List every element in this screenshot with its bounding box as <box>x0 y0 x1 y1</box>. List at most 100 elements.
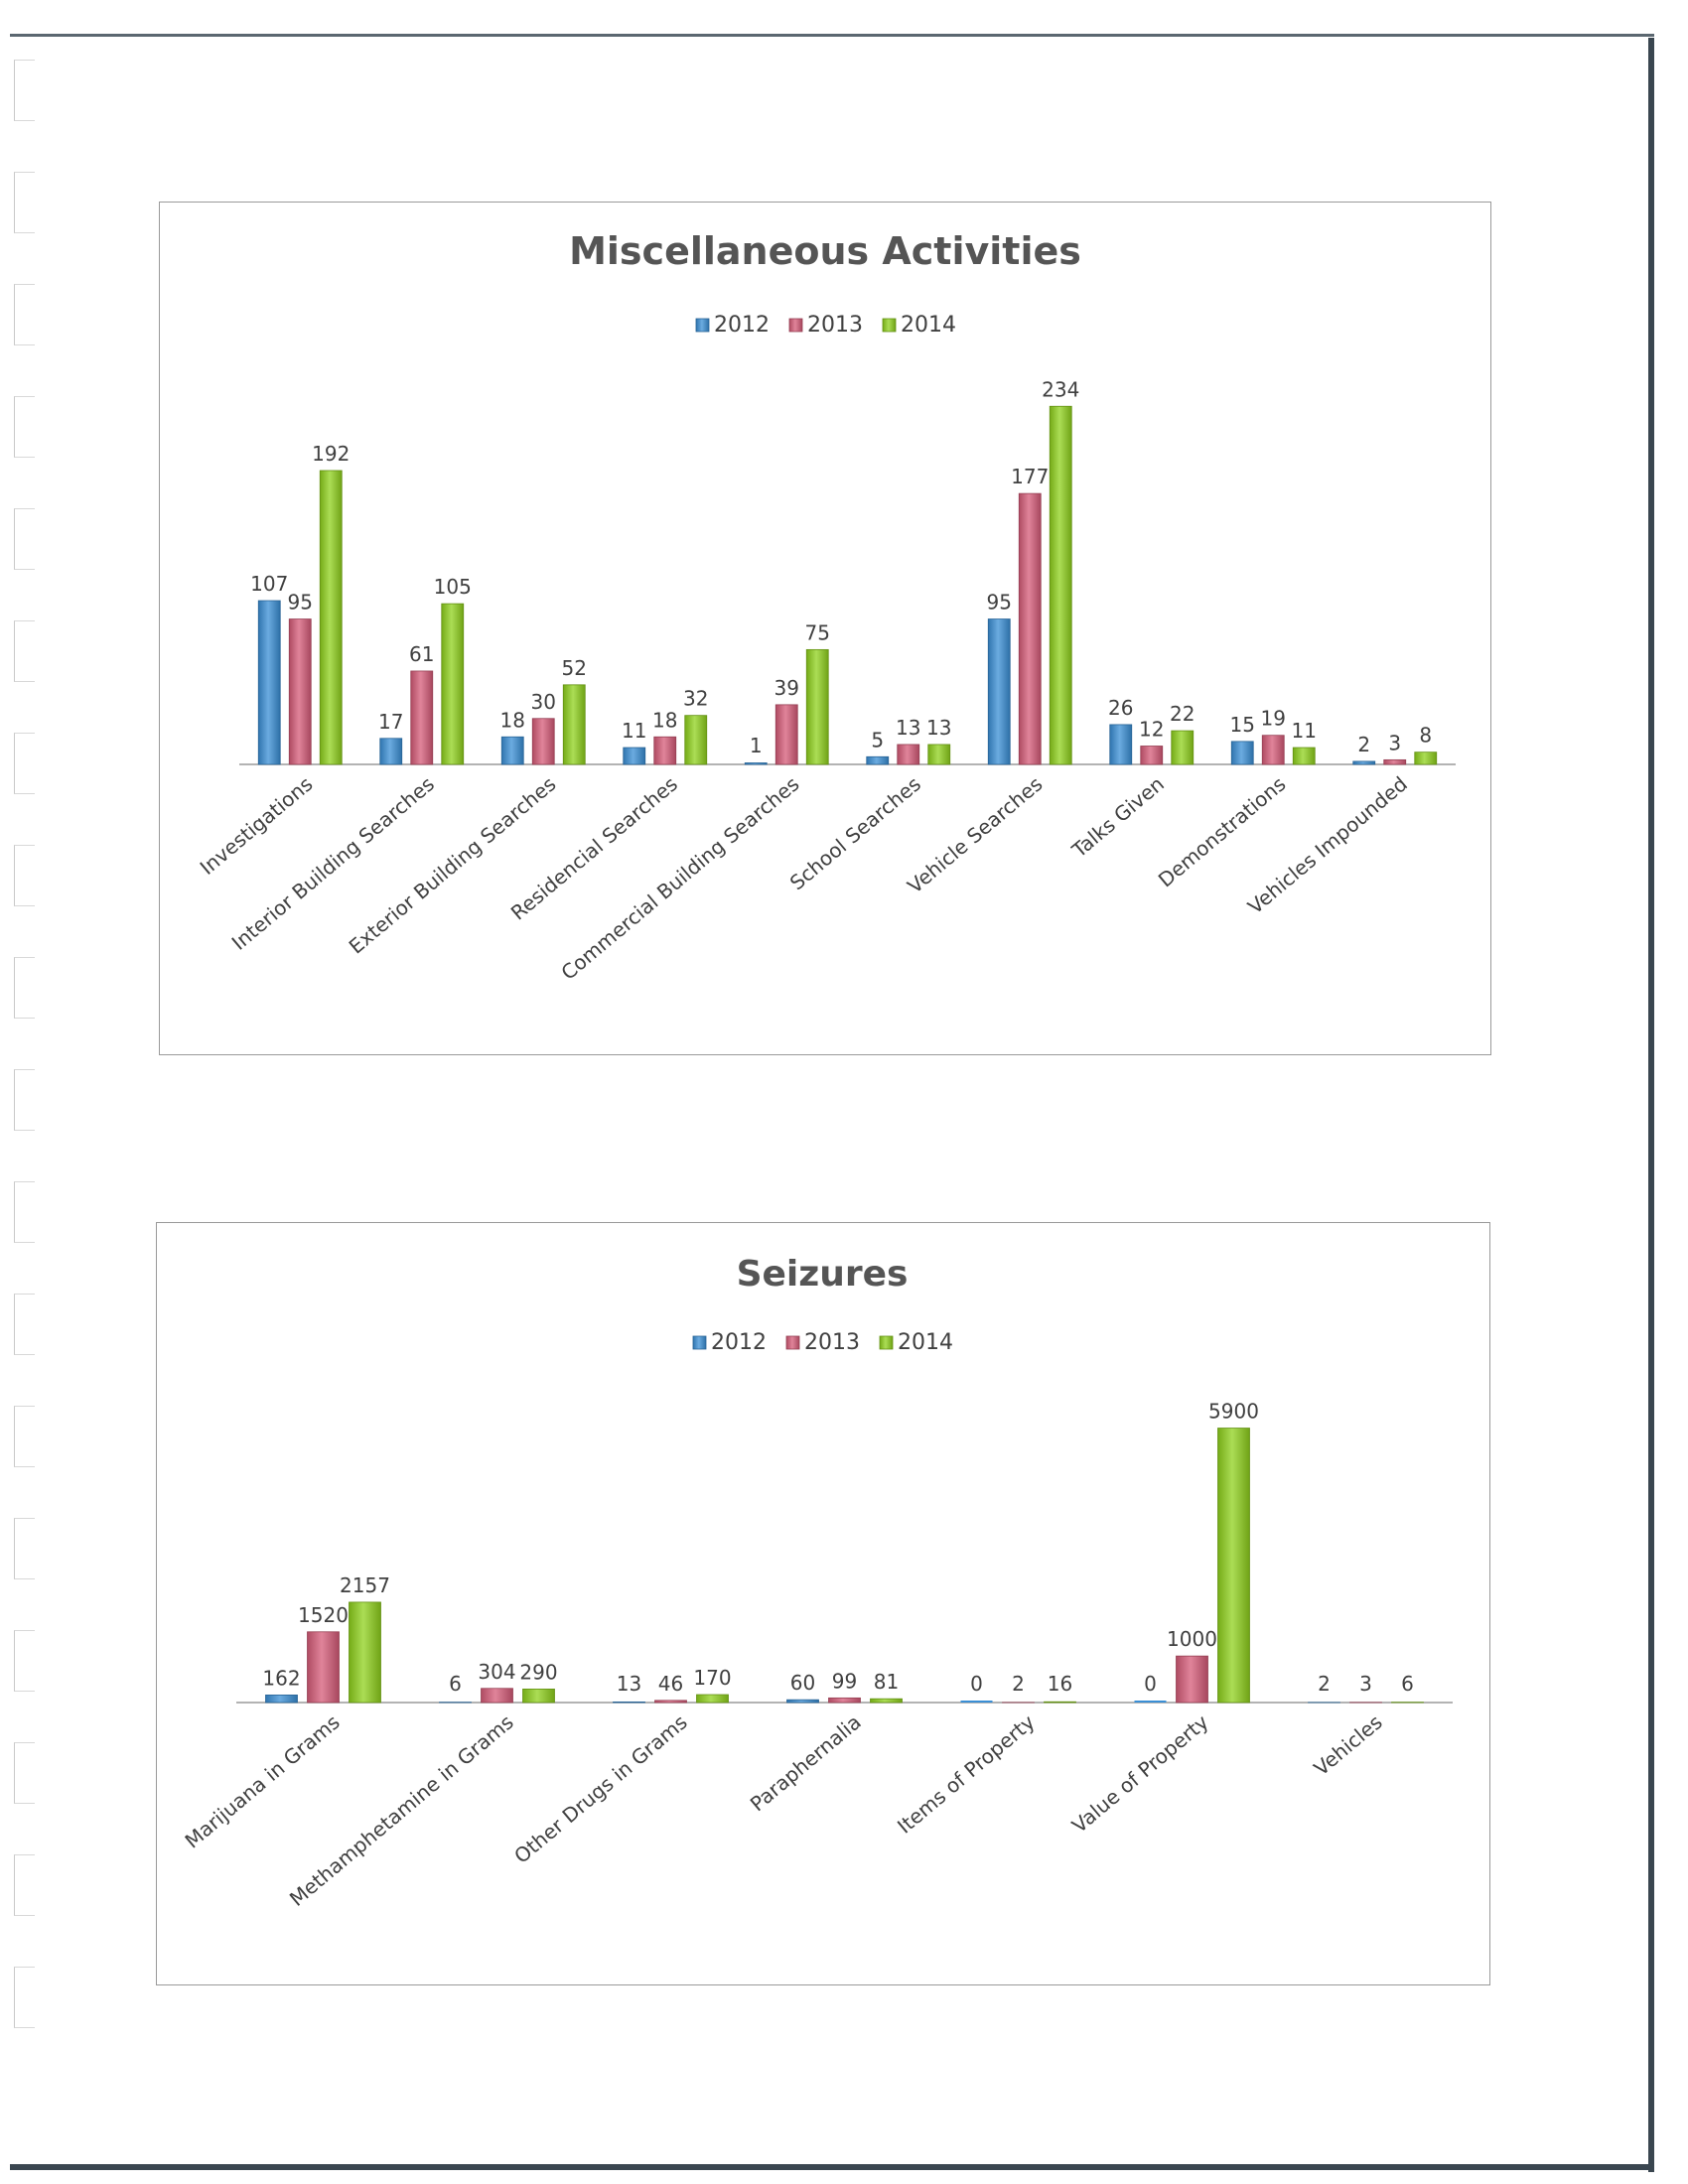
data-label-2012-3: 11 <box>622 719 646 743</box>
binding-mark <box>14 957 35 1019</box>
bar-2013-0 <box>307 1631 340 1704</box>
data-label-2012-6: 2 <box>1318 1672 1331 1696</box>
data-label-2012-1: 6 <box>449 1672 462 1696</box>
binding-mark <box>14 620 35 682</box>
category-label-4: Items of Property <box>893 1709 1040 1838</box>
bar-2014-3 <box>870 1698 903 1704</box>
data-label-2014-4: 75 <box>805 620 830 644</box>
data-label-2013-1: 61 <box>409 642 434 666</box>
data-label-2014-5: 13 <box>926 716 951 740</box>
bar-2013-3 <box>653 736 677 765</box>
category-label-1: Interior Building Searches <box>227 771 439 954</box>
bar-2014-2 <box>696 1694 729 1704</box>
binding-mark <box>14 508 35 570</box>
data-label-2014-9: 8 <box>1419 724 1432 748</box>
bar-2014-8 <box>1292 747 1316 765</box>
data-label-2013-0: 95 <box>288 591 313 614</box>
binding-mark <box>14 1069 35 1131</box>
bar-2014-0 <box>349 1601 381 1704</box>
data-label-2014-4: 16 <box>1048 1672 1072 1696</box>
data-label-2013-6: 177 <box>1011 465 1049 488</box>
data-label-2013-9: 3 <box>1388 731 1401 754</box>
legend-label-2013: 2013 <box>804 1330 860 1355</box>
category-label-3: Paraphernalia <box>746 1709 866 1816</box>
binding-mark <box>14 1630 35 1692</box>
category-label-2: Exterior Building Searches <box>345 771 561 958</box>
bar-2013-2 <box>654 1700 687 1704</box>
category-label-5: School Searches <box>785 771 925 894</box>
bar-2013-1 <box>481 1688 513 1704</box>
legend-label-2014: 2014 <box>901 313 956 338</box>
data-label-2013-6: 3 <box>1359 1672 1372 1696</box>
bar-2012-0 <box>257 600 281 765</box>
legend-label-2013: 2013 <box>807 313 863 338</box>
legend-swatch-2013 <box>785 1335 800 1350</box>
legend-label-2014: 2014 <box>898 1330 953 1355</box>
binding-mark <box>14 1181 35 1243</box>
data-label-2013-5: 1000 <box>1167 1627 1217 1651</box>
data-label-2014-2: 52 <box>562 656 587 680</box>
chart-title: Seizures <box>737 1254 909 1295</box>
bar-2012-6 <box>987 618 1011 765</box>
category-label-5: Value of Property <box>1067 1709 1213 1838</box>
data-label-2012-2: 18 <box>500 708 525 732</box>
data-label-2012-0: 107 <box>250 572 288 596</box>
bar-2013-2 <box>531 718 555 765</box>
page-border-top <box>10 34 1654 37</box>
data-label-2013-4: 2 <box>1012 1672 1025 1696</box>
misc-activities-chart-panel: Miscellaneous Activities 2012 2013 2014 107 9… <box>159 202 1491 1055</box>
data-label-2013-2: 46 <box>658 1672 683 1696</box>
data-label-2014-3: 32 <box>683 687 708 711</box>
binding-mark <box>14 733 35 794</box>
binding-mark <box>14 1854 35 1916</box>
bar-2013-0 <box>288 618 312 765</box>
bar-2012-0 <box>265 1695 298 1704</box>
bar-2013-5 <box>1176 1655 1208 1704</box>
bar-2012-4 <box>960 1701 993 1703</box>
seizures-chart-panel: Seizures 2012 2013 2014 162 1520 2157 Marijuana… <box>156 1222 1490 1985</box>
data-label-2012-3: 60 <box>790 1671 815 1695</box>
data-label-2013-4: 39 <box>774 676 799 700</box>
data-label-2014-0: 2157 <box>340 1573 390 1597</box>
data-label-2014-5: 5900 <box>1208 1400 1259 1424</box>
bar-2014-5 <box>927 744 951 765</box>
bar-2012-1 <box>379 738 403 765</box>
data-label-2012-1: 17 <box>378 710 403 734</box>
page-border-bottom <box>10 2164 1654 2170</box>
data-label-2013-2: 30 <box>531 690 556 714</box>
data-label-2014-2: 170 <box>693 1666 731 1690</box>
binding-mark <box>14 1742 35 1804</box>
binding-mark <box>14 1967 35 2028</box>
data-label-2012-9: 2 <box>1357 733 1370 756</box>
data-label-2012-5: 0 <box>1144 1672 1157 1696</box>
legend-swatch-2014 <box>882 318 897 333</box>
legend-swatch-2013 <box>788 318 803 333</box>
bar-2012-9 <box>1352 760 1376 765</box>
bar-2012-3 <box>623 747 646 765</box>
data-label-2014-8: 11 <box>1292 719 1317 743</box>
binding-mark <box>14 172 35 233</box>
category-label-0: Marijuana in Grams <box>180 1709 344 1852</box>
bar-2014-1 <box>522 1689 555 1704</box>
bar-2013-3 <box>828 1697 861 1704</box>
bar-2012-3 <box>786 1699 819 1704</box>
category-label-8: Demonstrations <box>1154 771 1291 891</box>
binding-mark <box>14 1518 35 1579</box>
binding-mark <box>14 60 35 121</box>
category-label-4: Commercial Building Searches <box>556 771 803 984</box>
bar-2013-8 <box>1261 735 1285 765</box>
bar-2014-4 <box>805 648 829 765</box>
binding-mark <box>14 396 35 458</box>
bar-2014-7 <box>1171 730 1195 765</box>
data-label-2013-7: 12 <box>1139 718 1164 742</box>
bar-2014-1 <box>441 603 465 765</box>
legend-swatch-2012 <box>695 318 710 333</box>
data-label-2012-6: 95 <box>987 591 1012 614</box>
category-label-2: Other Drugs in Grams <box>509 1709 691 1867</box>
bar-2014-5 <box>1217 1428 1250 1704</box>
data-label-2012-8: 15 <box>1230 713 1255 737</box>
category-label-7: Talks Given <box>1066 771 1169 863</box>
data-label-2012-7: 26 <box>1108 696 1133 720</box>
data-label-2012-2: 13 <box>617 1672 641 1696</box>
